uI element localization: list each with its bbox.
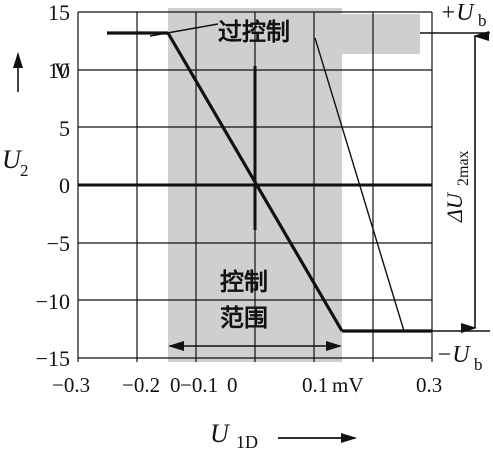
control-range-label-line2: 范围 (220, 304, 268, 332)
linear-segment (166, 32, 344, 332)
y-tick-unit: V (54, 58, 70, 83)
transfer-curve (107, 31, 432, 333)
over-control-label: 过控制 (218, 18, 290, 46)
delta-u2max-label: ΔU (442, 191, 467, 223)
x-tick-labels: −0.3 −0.2 0 −0.1 0 0 0.1 mV 0.3 (52, 373, 442, 397)
y-tick-10: 10 (48, 58, 70, 83)
y-tick-neg15: −15 (36, 346, 70, 371)
y-tick-5: 5 (59, 116, 70, 141)
over-control-leaders (149, 23, 405, 332)
x-axis-label-sub: 1D (236, 432, 258, 450)
minus-ub-sub: b (474, 355, 483, 374)
x-tick-unit: mV (332, 373, 364, 397)
y-tick-0: 0 (59, 173, 70, 198)
delta-u2max-label-group: ΔU 2max (442, 150, 472, 223)
control-range-label-line1: 控制 (220, 268, 268, 296)
over-control-label-shade (342, 14, 420, 54)
plus-ub-sub: b (478, 11, 487, 30)
x-tick-03: 0.3 (416, 373, 442, 397)
x-tick-neg02-zero: 0 (170, 373, 181, 397)
y-tick-15: 15 (48, 0, 70, 25)
y-axis-label-sub: 2 (20, 161, 29, 180)
y-tick-labels: 15 V 10 5 0 −5 −10 −15 (36, 0, 71, 371)
minus-ub-label: −U (436, 342, 471, 368)
x-tick-neg02: −0.2 (122, 373, 160, 397)
delta-u2max-sub: 2max (455, 150, 472, 186)
x-tick-01: 0.1 (302, 373, 328, 397)
x-axis-label: U (210, 419, 231, 448)
x-tick-neg03: −0.3 (52, 373, 90, 397)
x-tick-neg01: −0.1 (180, 373, 218, 397)
y-axis-label: U (2, 145, 23, 174)
y-tick-neg10: −10 (36, 289, 70, 314)
y-tick-neg5: −5 (47, 231, 70, 256)
x-tick-neg01-zero: 0 (227, 373, 238, 397)
plus-ub-label: +U (440, 0, 475, 26)
